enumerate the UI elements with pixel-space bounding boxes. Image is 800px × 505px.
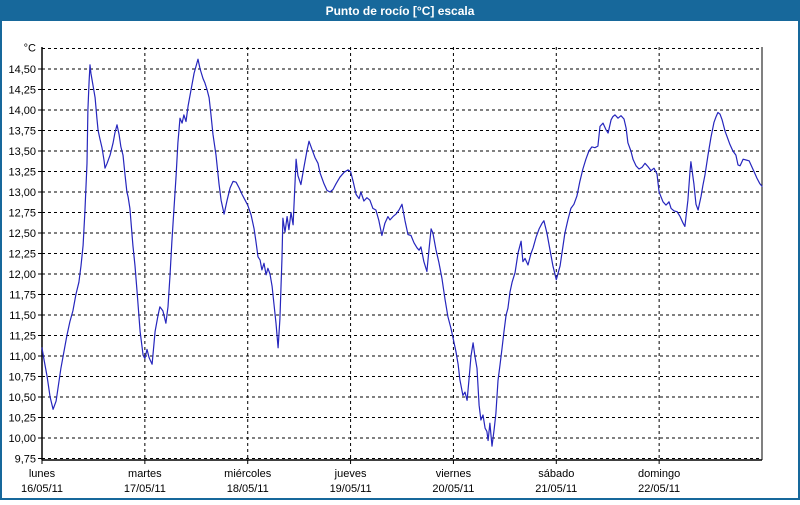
dew-point-line — [41, 58, 763, 447]
y-axis-label: 14,50 — [8, 64, 36, 76]
y-axis-label: 12,00 — [8, 269, 36, 281]
x-axis-day-label: sábado — [538, 468, 574, 480]
y-axis-label: 10,75 — [8, 372, 36, 384]
x-axis-day-label: martes — [128, 468, 162, 480]
y-axis-label: 13,75 — [8, 126, 36, 138]
y-axis-label: 11,00 — [9, 351, 36, 363]
x-axis-day-label: lunes — [29, 468, 56, 480]
y-axis-label: 11,25 — [9, 331, 36, 343]
x-axis-date-label: 16/05/11 — [21, 483, 63, 495]
y-axis-label: 10,50 — [8, 392, 36, 404]
y-axis-label: 13,50 — [8, 146, 36, 158]
y-axis-label: 12,50 — [8, 228, 36, 240]
x-axis-date-label: 18/05/11 — [227, 483, 269, 495]
y-axis-label: 11,75 — [9, 290, 36, 302]
x-axis-date-label: 22/05/11 — [638, 483, 680, 495]
y-axis-label: 9,75 — [15, 454, 36, 466]
x-axis-day-label: miércoles — [224, 468, 272, 480]
y-axis-label: 10,00 — [8, 433, 36, 445]
title-bar — [1, 1, 799, 21]
y-axis-label: 13,25 — [8, 167, 36, 179]
y-axis-label: 12,25 — [8, 249, 36, 261]
x-axis-day-label: viernes — [436, 468, 472, 480]
window-title: Punto de rocío [°C] escala — [326, 4, 475, 18]
x-axis-date-label: 19/05/11 — [330, 483, 372, 495]
y-axis-label: 14,00 — [8, 105, 36, 117]
y-axis-label: 10,25 — [8, 413, 36, 425]
x-axis-day-label: jueves — [334, 468, 367, 480]
plot-area: 14,50 14,25 14,00 13,75 13,50 13,25 13,00 12,75… — [8, 43, 763, 495]
x-axis-day-label: domingo — [638, 468, 680, 480]
y-axis-label: 13,00 — [8, 187, 36, 199]
y-axis-label: 12,75 — [8, 208, 36, 220]
x-axis-date-label: 17/05/11 — [124, 483, 166, 495]
y-axis-label: 11,50 — [9, 310, 36, 322]
y-axis-unit-label: °C — [24, 43, 36, 55]
y-axis-label: 14,25 — [8, 85, 36, 97]
x-axis-date-label: 21/05/11 — [535, 483, 577, 495]
x-axis-date-label: 20/05/11 — [432, 483, 474, 495]
